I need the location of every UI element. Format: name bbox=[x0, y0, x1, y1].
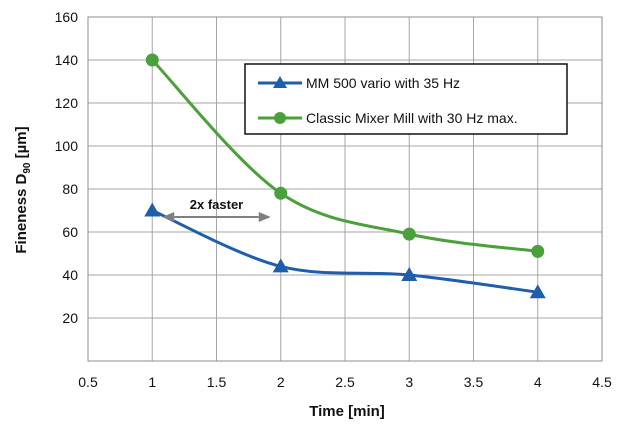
x-tick-label: 2.5 bbox=[335, 374, 355, 390]
series-1-point-1 bbox=[272, 258, 289, 273]
series-2-point-1 bbox=[274, 186, 288, 200]
y-axis-title: Fineness D90 [µm] bbox=[13, 126, 33, 253]
annotation-label: 2x faster bbox=[190, 197, 243, 212]
legend-circle-marker-icon bbox=[274, 112, 286, 124]
y-tick-label: 20 bbox=[62, 310, 78, 326]
y-tick-label: 100 bbox=[55, 138, 79, 154]
x-tick-label: 2 bbox=[277, 374, 285, 390]
x-axis-title: Time [min] bbox=[309, 403, 385, 420]
y-tick-label: 120 bbox=[55, 95, 79, 111]
legend-label-series-2: Classic Mixer Mill with 30 Hz max. bbox=[306, 110, 518, 126]
legend-label-series-1: MM 500 vario with 35 Hz bbox=[306, 75, 460, 91]
y-tick-label: 140 bbox=[55, 52, 79, 68]
legend: MM 500 vario with 35 Hz Classic Mixer Mi… bbox=[244, 63, 568, 135]
legend-box bbox=[244, 63, 568, 135]
x-tick-label: 0.5 bbox=[78, 374, 98, 390]
y-axis-title-subscript: 90 bbox=[22, 162, 33, 174]
plot-area-border bbox=[87, 16, 603, 362]
series-line-2 bbox=[151, 58, 538, 253]
series-1-point-0 bbox=[144, 202, 161, 217]
legend-triangle-marker-icon bbox=[273, 76, 287, 88]
series-2-point-3 bbox=[531, 244, 545, 258]
annotation-arrow-left-head-icon bbox=[162, 211, 175, 222]
y-tick-label: 60 bbox=[62, 224, 78, 240]
x-tick-label: 1.5 bbox=[207, 374, 227, 390]
series-2-point-0 bbox=[145, 53, 159, 67]
y-tick-labels: 20 40 60 80 100 120 140 160 bbox=[55, 9, 79, 326]
series-2-point-2 bbox=[402, 227, 416, 241]
y-tick-label: 40 bbox=[62, 267, 78, 283]
x-tick-labels: 0.5 1 1.5 2 2.5 3 3.5 4 4.5 bbox=[78, 374, 612, 390]
series-1-point-3 bbox=[529, 284, 546, 299]
x-tick-label: 3 bbox=[405, 374, 413, 390]
x-tick-label: 3.5 bbox=[464, 374, 484, 390]
annotation-layer: 2x faster bbox=[162, 197, 271, 222]
series-line-1 bbox=[151, 209, 538, 294]
y-tick-label: 80 bbox=[62, 181, 78, 197]
series-layer bbox=[144, 53, 546, 299]
x-tick-label: 1 bbox=[148, 374, 156, 390]
x-tick-label: 4 bbox=[534, 374, 542, 390]
x-tick-label: 4.5 bbox=[592, 374, 612, 390]
annotation-arrow-right-head-icon bbox=[258, 211, 271, 222]
y-axis-title-unit: [µm] bbox=[13, 126, 30, 162]
series-1-point-2 bbox=[401, 267, 418, 281]
y-tick-label: 160 bbox=[55, 9, 79, 25]
y-axis-title-main: Fineness D bbox=[13, 173, 30, 253]
